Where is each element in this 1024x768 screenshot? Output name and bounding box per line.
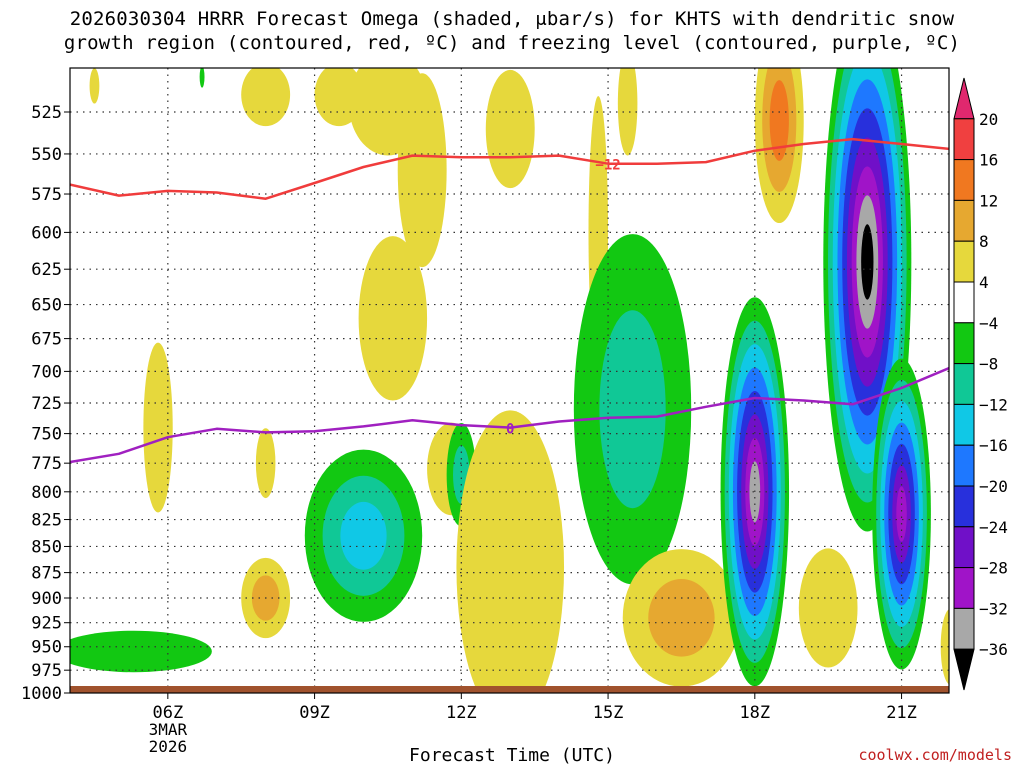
omega-cell-15-band bbox=[70, 630, 212, 673]
y-tick-label: 600 bbox=[31, 223, 62, 243]
y-tick-label: 800 bbox=[31, 483, 62, 503]
colorbar-swatch bbox=[953, 403, 975, 446]
colorbar-swatch bbox=[953, 526, 975, 569]
y-tick-label: 650 bbox=[31, 296, 62, 316]
gridlines bbox=[70, 68, 949, 693]
colorbar-swatch bbox=[953, 118, 975, 161]
colorbar-level-label: −36 bbox=[979, 640, 1008, 659]
colorbar-swatch bbox=[953, 281, 975, 324]
y-tick-label: 900 bbox=[31, 589, 62, 609]
x-tick-label: 12Z bbox=[446, 703, 477, 723]
y-tick-label: 1000 bbox=[21, 684, 62, 704]
y-tick-label: 825 bbox=[31, 511, 62, 531]
dgz-contour-label: −12 bbox=[595, 158, 620, 174]
y-tick-label: 925 bbox=[31, 614, 62, 634]
omega-cell-11-band bbox=[143, 342, 173, 513]
colorbar-bottom-arrow bbox=[953, 648, 975, 691]
colorbar-level-label: 4 bbox=[979, 273, 989, 292]
omega-cell-23-band bbox=[861, 224, 874, 300]
y-tick-label: 700 bbox=[31, 362, 62, 382]
omega-cell-2-band bbox=[241, 68, 291, 127]
x-tick-label: 06Z bbox=[152, 703, 183, 723]
omega-cell-5-band bbox=[397, 73, 447, 268]
omega-cell-21-band bbox=[769, 80, 789, 161]
y-tick-label: 975 bbox=[31, 661, 62, 681]
omega-cell-8-band bbox=[485, 69, 535, 189]
y-tick-label: 850 bbox=[31, 537, 62, 557]
colorbar-swatch bbox=[953, 159, 975, 201]
y-tick-label: 575 bbox=[31, 185, 62, 205]
omega-cell-19-band bbox=[648, 578, 715, 657]
x-tick-label: 15Z bbox=[593, 703, 624, 723]
colorbar-top-arrow bbox=[953, 77, 975, 120]
omega-cell-14-band bbox=[340, 501, 387, 570]
x-tick-label: 18Z bbox=[739, 703, 770, 723]
chart-title-line1: 2026030304 HRRR Forecast Omega (shaded, … bbox=[69, 8, 955, 30]
omega-cell-1-band bbox=[199, 68, 205, 88]
colorbar-level-label: −12 bbox=[979, 395, 1008, 414]
x-axis-title: Forecast Time (UTC) bbox=[409, 745, 615, 766]
colorbar-level-label: −16 bbox=[979, 436, 1008, 455]
colorbar-level-label: 8 bbox=[979, 232, 989, 251]
colorbar-level-label: −4 bbox=[979, 314, 998, 333]
omega-shading-layer bbox=[70, 68, 949, 693]
colorbar-swatch bbox=[953, 322, 975, 365]
omega-cell-25-band bbox=[940, 609, 949, 685]
y-tick-label: 550 bbox=[31, 145, 62, 165]
omega-cell-22-band bbox=[798, 548, 858, 668]
colorbar-swatch bbox=[953, 240, 975, 283]
colorbar-level-label: −28 bbox=[979, 559, 1008, 578]
colorbar-swatch bbox=[953, 485, 975, 528]
colorbar-level-label: 12 bbox=[979, 191, 998, 210]
contour-layer: −12 0 bbox=[70, 137, 949, 464]
omega-cell-18-band bbox=[599, 310, 666, 509]
date-label-day: 3MAR bbox=[149, 720, 188, 739]
chart-title-line2: growth region (contoured, red, ºC) and f… bbox=[63, 32, 961, 54]
colorbar-swatch bbox=[953, 363, 975, 405]
date-label-year: 2026 bbox=[149, 737, 188, 756]
plot-frame bbox=[69, 67, 950, 694]
y-axis: 525 550 575 600 625 650 675 700 725 750 775 800 825 8… bbox=[21, 103, 70, 704]
freezing-level-contour bbox=[70, 366, 949, 464]
colorbar-swatch bbox=[953, 199, 975, 242]
omega-cell-17-band bbox=[456, 410, 565, 693]
omega-cell-6-band bbox=[358, 236, 428, 401]
colorbar-swatch bbox=[953, 607, 975, 650]
y-tick-label: 775 bbox=[31, 454, 62, 474]
source-credit: coolwx.com/models bbox=[858, 746, 1012, 764]
omega-cell-24-band bbox=[896, 486, 907, 542]
colorbar-level-label: −32 bbox=[979, 599, 1008, 618]
x-tick-label: 09Z bbox=[299, 703, 330, 723]
x-tick-label: 21Z bbox=[886, 703, 917, 723]
colorbar-level-label: −24 bbox=[979, 518, 1008, 537]
y-tick-label: 525 bbox=[31, 103, 62, 123]
colorbar-swatch bbox=[953, 444, 975, 487]
omega-cell-10-band bbox=[617, 68, 638, 156]
freezing-level-contour-label: 0 bbox=[506, 422, 514, 438]
colorbar-level-label: 20 bbox=[979, 110, 998, 129]
y-tick-label: 950 bbox=[31, 638, 62, 658]
colorbar-level-label: −20 bbox=[979, 477, 1008, 496]
y-tick-label: 675 bbox=[31, 330, 62, 350]
ground-terrain-band bbox=[70, 686, 949, 693]
y-tick-label: 725 bbox=[31, 394, 62, 414]
colorbar-swatch bbox=[953, 567, 975, 609]
colorbar-level-label: 16 bbox=[979, 151, 998, 170]
y-tick-label: 625 bbox=[31, 260, 62, 280]
y-tick-label: 750 bbox=[31, 425, 62, 445]
colorbar-legend: 20 16 12 8 4 −4 −8 −12 −16 −20 −24 −28 −32 −36 bbox=[953, 77, 1008, 691]
y-tick-label: 875 bbox=[31, 564, 62, 584]
colorbar-level-label: −8 bbox=[979, 355, 998, 374]
omega-cell-0-band bbox=[89, 68, 100, 104]
dgz-contour bbox=[70, 137, 949, 200]
